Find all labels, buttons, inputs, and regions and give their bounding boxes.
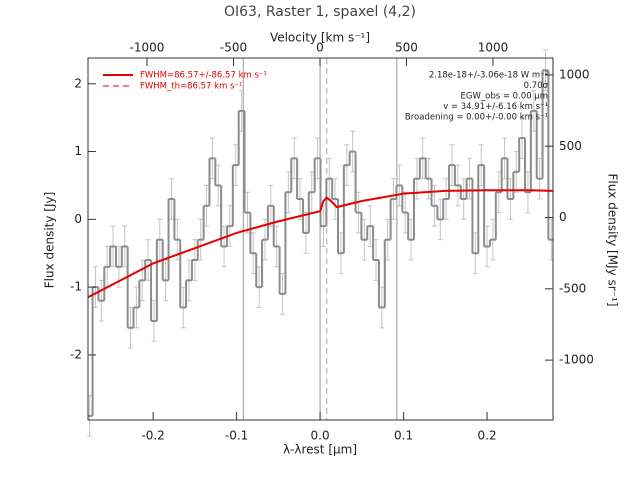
y-tick-label: 1 bbox=[74, 144, 82, 158]
annotation: EGW_obs = 0.00 μm bbox=[461, 92, 548, 102]
y2-tick-label: -1000 bbox=[559, 353, 594, 367]
y-tick-label: -2 bbox=[70, 347, 82, 361]
x-tick-label: -0.1 bbox=[225, 429, 248, 443]
x2-tick-label: -1000 bbox=[130, 41, 165, 55]
annotation: 0.70σ bbox=[524, 81, 549, 91]
x-tick-label: -0.2 bbox=[141, 429, 164, 443]
x2-axis-label: Velocity [km s⁻¹] bbox=[270, 31, 370, 45]
fit-line bbox=[87, 189, 554, 299]
y2-tick-label: 500 bbox=[559, 139, 582, 153]
x2-tick-label: 500 bbox=[395, 41, 418, 55]
x2-tick-label: 1000 bbox=[478, 41, 509, 55]
annotation: v = 34.91+/-6.16 km s⁻¹ bbox=[443, 102, 548, 112]
y2-tick-label: 0 bbox=[559, 210, 567, 224]
y-axis-label: Flux density [Jy] bbox=[43, 192, 57, 289]
annotation: 2.18e-18+/-3.06e-18 W m⁻² bbox=[429, 71, 548, 81]
x-tick-label: 0.2 bbox=[478, 429, 497, 443]
x-tick-label: 0.0 bbox=[311, 429, 330, 443]
x-tick-label: 0.1 bbox=[394, 429, 413, 443]
y2-tick-label: 1000 bbox=[559, 67, 590, 81]
y-tick-label: 0 bbox=[74, 212, 82, 226]
chart-title: OI63, Raster 1, spaxel (4,2) bbox=[224, 4, 416, 20]
x-axis-label: λ-λrest [μm] bbox=[283, 443, 357, 457]
x2-tick-label: -500 bbox=[220, 41, 247, 55]
legend-label: FWHM=86.57+/-86.57 km s⁻¹ bbox=[140, 71, 267, 81]
y2-axis-label: Flux density [MJy sr⁻¹] bbox=[606, 173, 620, 306]
x2-tick-label: 0 bbox=[316, 41, 324, 55]
y-tick-label: -1 bbox=[70, 280, 82, 294]
legend-label: FWHM_th=86.57 km s⁻¹ bbox=[140, 82, 242, 92]
y2-tick-label: -500 bbox=[559, 281, 586, 295]
annotation: Broadening = 0.00+/-0.00 km s⁻¹ bbox=[405, 113, 548, 123]
y-tick-label: 2 bbox=[74, 76, 82, 90]
